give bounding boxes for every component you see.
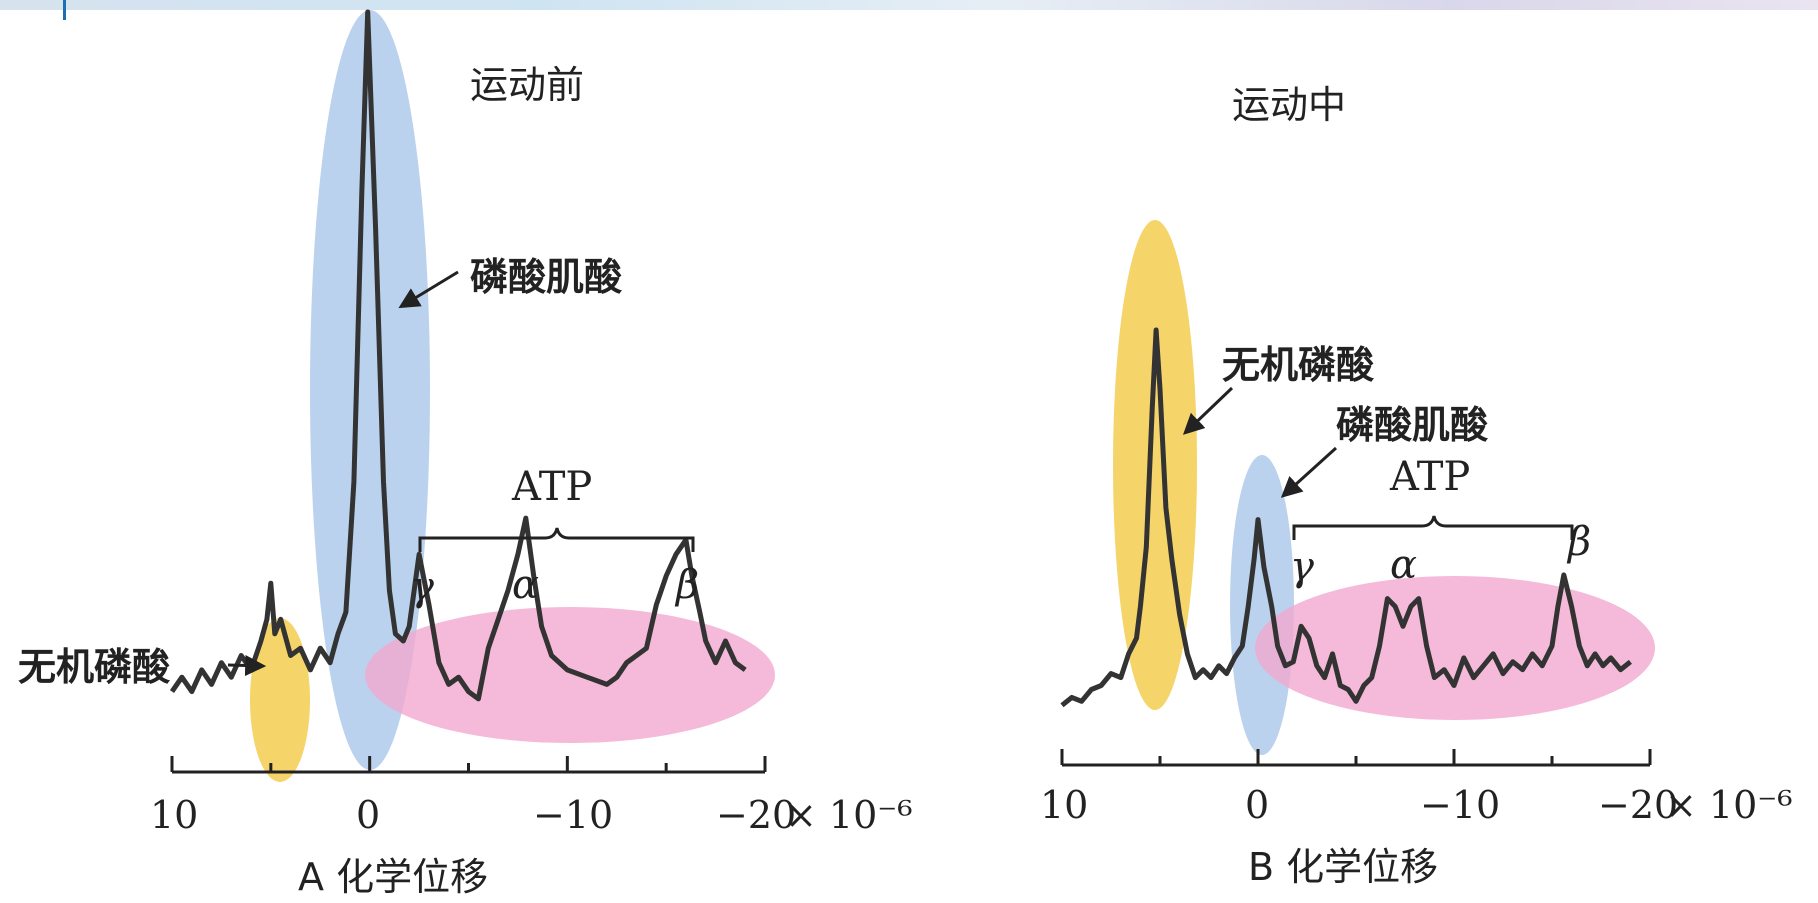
beta-label: β [674,562,699,608]
pcr-highlight [1230,455,1294,755]
atp-label: ATP [511,464,592,510]
panel-title: 运动中 [1232,83,1346,127]
atp-highlight [1255,576,1655,720]
x-tick-label: 0 [356,793,380,837]
inorganic-phosphate-label: 无机磷酸 [1222,343,1375,387]
x-tick-label: −20 [716,793,796,837]
atp-brace [1292,515,1574,540]
x-tick-label: −10 [1420,783,1500,827]
phosphocreatine-arrow [1280,446,1338,498]
atp-brace [418,527,695,552]
background-image-strip [0,0,1818,10]
gamma-label: γ [410,564,434,610]
x-tick-label: 10 [150,793,198,837]
inorganic-phosphate-label: 无机磷酸 [18,645,171,689]
alpha-label: α [1390,542,1417,588]
pcr-highlight [310,10,430,770]
x-tick-label: −20 [1598,783,1678,827]
spectrum-line-a [169,9,747,702]
x-tick-label: 10 [1040,783,1088,827]
phosphocreatine-label: 磷酸肌酸 [1336,403,1489,447]
inorganic-phosphate-arrow [227,655,267,677]
gamma-label: γ [1290,544,1314,590]
phosphocreatine-label: 磷酸肌酸 [470,255,623,299]
x-axis-label: B 化学位移 [1248,845,1438,889]
x-unit-label: × 10⁻⁶ [1665,783,1793,827]
panel-b: 10 0 −10 −20 × 10⁻⁶ B 化学位移 运动中 无机磷酸 磷酸肌酸… [1040,83,1793,889]
panel-title: 运动前 [470,63,584,107]
inorganic-phosphate-arrow [1182,386,1234,435]
x-axis-label: A 化学位移 [298,855,488,899]
atp-highlight [365,607,775,743]
x-unit-label: × 10⁻⁶ [785,793,913,837]
phosphocreatine-arrow [398,270,459,309]
panel-a: 10 0 −10 −20 × 10⁻⁶ A 化学位移 运动前 磷酸肌酸 无机磷酸… [18,9,913,899]
ticks-b [1060,749,1652,765]
x-tick-label: −10 [533,793,613,837]
x-tick-label: 0 [1245,783,1269,827]
atp-label: ATP [1389,454,1470,500]
spectrum-line-b [1060,327,1632,708]
beta-label: β [1566,519,1591,565]
border-line [63,0,66,20]
ticks-a [170,756,767,772]
alpha-label: α [512,562,539,608]
